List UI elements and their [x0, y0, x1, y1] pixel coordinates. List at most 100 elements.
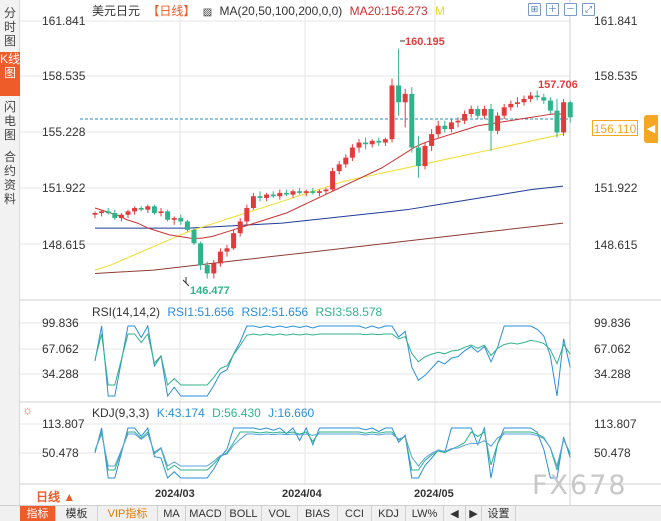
- rsi-title[interactable]: RSI(14,14,2): [92, 305, 161, 319]
- candle: [382, 137, 388, 146]
- tab-flash-chart[interactable]: 闪电图: [3, 100, 16, 142]
- candle-body: [528, 95, 534, 99]
- settings-gear-icon[interactable]: ☼: [22, 403, 33, 417]
- candle: [455, 117, 461, 128]
- rsi-axis-label: 34.288: [594, 367, 631, 381]
- fullscreen-icon[interactable]: ⤢: [582, 3, 595, 16]
- candle-body: [92, 213, 98, 215]
- candle-body: [125, 211, 131, 215]
- period-selector[interactable]: 日线 ▲: [36, 488, 75, 505]
- candle: [495, 112, 501, 135]
- candle-body: [455, 120, 461, 123]
- tab-cci[interactable]: CCI: [338, 506, 372, 521]
- tab-contract-info[interactable]: 合约资料: [3, 150, 16, 206]
- candle: [561, 98, 567, 136]
- kdj-d-value: D:56.430: [212, 406, 261, 420]
- zoom-in-icon[interactable]: ＋: [546, 3, 559, 16]
- candle: [198, 241, 204, 271]
- kdj-title[interactable]: KDJ(9,3,3): [92, 406, 150, 420]
- tab-vol[interactable]: VOL: [262, 506, 298, 521]
- period-label-text: 日线: [36, 490, 61, 504]
- price-axis-label-left: 161.841: [42, 14, 86, 28]
- candle: [178, 214, 184, 225]
- scroll-right-icon[interactable]: ▶: [466, 506, 482, 521]
- candle: [376, 137, 382, 146]
- candle-body: [118, 214, 124, 219]
- ma-toggle-icon[interactable]: ▨: [202, 7, 213, 18]
- kdj-k-value: K:43.174: [156, 406, 205, 420]
- tab-ma[interactable]: MA: [158, 506, 186, 521]
- price-axis-label: 161.841: [594, 14, 638, 28]
- candle: [547, 97, 553, 115]
- kdj-j-value: J:16.660: [268, 406, 315, 420]
- current-price-tag: 156.110: [592, 120, 638, 136]
- ma20-value: MA20:156.273: [349, 4, 428, 18]
- candle-body: [561, 102, 567, 133]
- candle: [138, 206, 144, 212]
- annotation-low-marker: [182, 277, 190, 287]
- price-axis-label-left: 151.922: [42, 181, 86, 195]
- candle: [316, 189, 322, 197]
- candle-body: [99, 211, 105, 214]
- tab-settings[interactable]: 设置: [482, 506, 516, 521]
- kline-chart[interactable]: 160.195 157.706 146.477: [20, 0, 661, 521]
- tab-macd[interactable]: MACD: [186, 506, 226, 521]
- candle: [336, 161, 342, 175]
- candle-body: [158, 211, 164, 214]
- tab-timeshare[interactable]: 分时图: [3, 6, 16, 48]
- candle: [303, 189, 309, 197]
- candle-body: [184, 221, 190, 230]
- candle: [244, 204, 250, 225]
- indicator-toolbar: 指标 模板 VIP指标 MA MACD BOLL VOL BIAS CCI KD…: [0, 505, 661, 521]
- candle-body: [204, 265, 210, 274]
- candle-body: [541, 97, 547, 101]
- candle-body: [495, 115, 501, 131]
- period-label-header[interactable]: 【日线】: [147, 4, 196, 18]
- candle: [297, 187, 303, 195]
- candle: [231, 229, 237, 250]
- candle: [204, 261, 210, 279]
- tab-boll[interactable]: BOLL: [226, 506, 262, 521]
- kdj-axis-label-left: 50.478: [42, 446, 79, 460]
- candle-body: [389, 85, 395, 140]
- candle-body: [191, 229, 197, 244]
- zoom-fit-icon[interactable]: ⊞: [528, 3, 541, 16]
- tab-indicators[interactable]: 指标: [20, 506, 56, 521]
- candle: [224, 244, 230, 257]
- rsi-axis-label-left: 67.062: [42, 342, 79, 356]
- x-axis-date: 2024/03: [155, 488, 195, 500]
- tab-kline[interactable]: K线图: [0, 52, 20, 96]
- candle: [211, 260, 217, 279]
- candle-body: [369, 140, 375, 145]
- candle: [257, 191, 263, 202]
- collapse-arrow-icon[interactable]: ◀: [644, 115, 658, 143]
- ma-params[interactable]: MA(20,50,100,200,0,0): [219, 4, 343, 18]
- candle-body: [396, 85, 402, 103]
- tab-kdj[interactable]: KDJ: [372, 506, 406, 521]
- tab-templates[interactable]: 模板: [56, 506, 98, 521]
- candle-body: [402, 93, 408, 103]
- candle: [369, 139, 375, 148]
- candle: [99, 209, 105, 217]
- rsi-axis-label-left: 34.288: [42, 367, 79, 381]
- tab-lw[interactable]: LW%: [406, 506, 444, 521]
- candle-body: [534, 95, 540, 98]
- candle-body: [356, 142, 362, 148]
- candle: [389, 78, 395, 143]
- tab-bias[interactable]: BIAS: [298, 506, 338, 521]
- candle: [283, 189, 289, 197]
- candle: [429, 129, 435, 151]
- ma20-line: [94, 113, 563, 239]
- kdj-j-line: [94, 426, 571, 479]
- candle: [396, 48, 402, 116]
- scroll-left-icon[interactable]: ◀: [444, 506, 466, 521]
- kdj-axis-label: 113.807: [594, 417, 637, 431]
- candle-body: [462, 114, 468, 121]
- candle: [521, 95, 527, 106]
- zoom-out-icon[interactable]: －: [564, 3, 577, 16]
- candle-body: [277, 192, 283, 197]
- candle: [488, 103, 494, 151]
- candle-body: [521, 98, 527, 103]
- tab-vip-indicators[interactable]: VIP指标: [98, 506, 158, 521]
- candle: [310, 187, 316, 195]
